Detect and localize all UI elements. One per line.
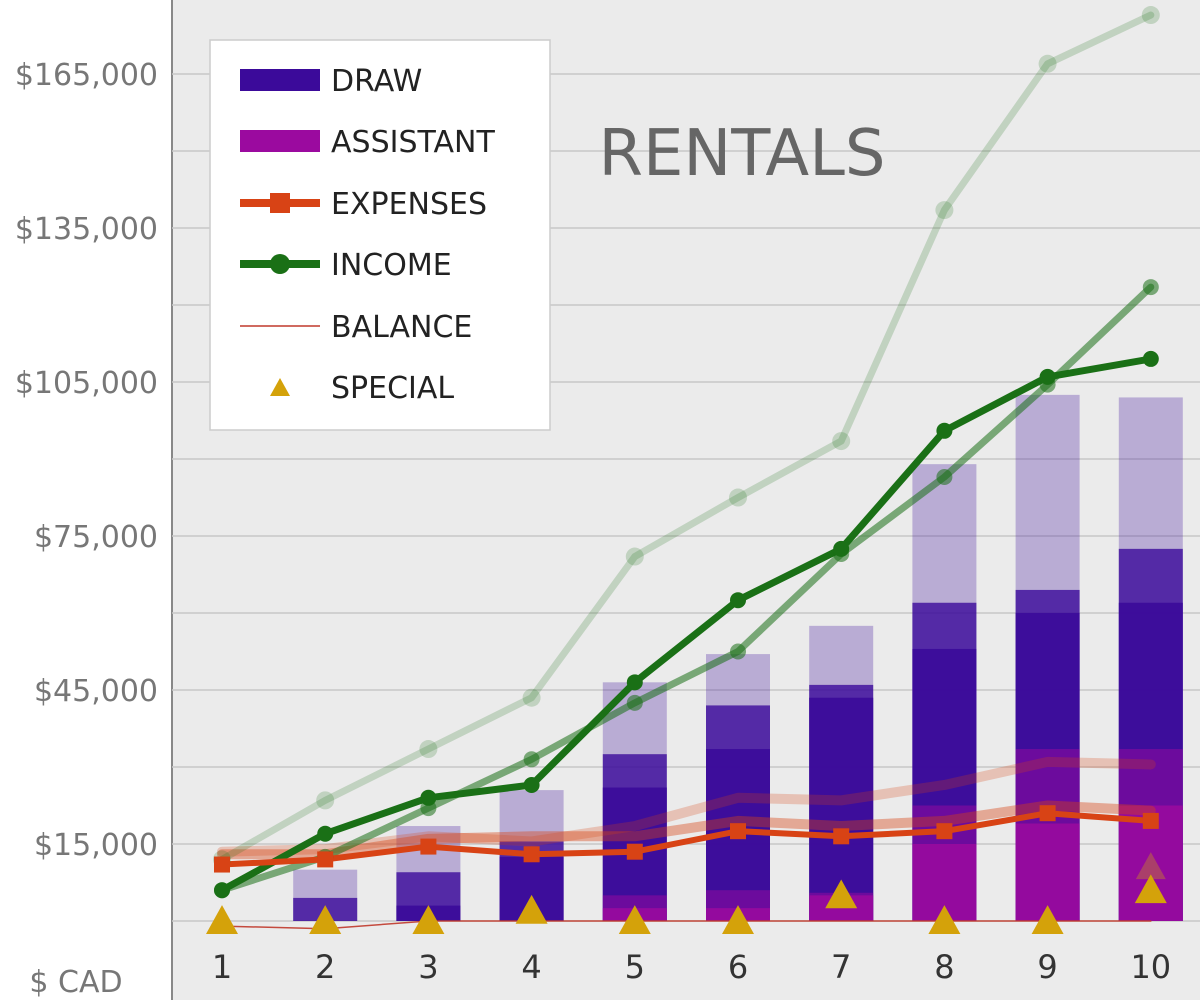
legend-label: ASSISTANT: [331, 125, 495, 160]
income-projection-point: [729, 488, 747, 507]
legend-item: BALANCE: [240, 310, 472, 345]
assistant-bar: [1015, 823, 1080, 921]
series-lines: [217, 11, 1156, 930]
income-point: [523, 776, 540, 793]
income-trend-point: [523, 751, 540, 768]
expenses-point: [1039, 805, 1056, 822]
legend-item: INCOME: [240, 248, 452, 283]
special-point: [1031, 905, 1064, 934]
income-projection-point: [935, 201, 954, 220]
income-line: [218, 355, 1155, 894]
x-tick-label: 7: [831, 948, 851, 986]
y-axis-ticks: $15,000 $45,000 $75,000 $105,000 $135,000 $16…: [15, 58, 158, 863]
special-extra-point: [1135, 852, 1166, 880]
income-projection-point: [832, 432, 851, 451]
series-markers: [206, 6, 1167, 934]
legend-swatch-marker: [270, 378, 290, 396]
special-point: [928, 905, 961, 934]
income-point: [1142, 350, 1159, 367]
special-point: [412, 905, 445, 934]
income-projection-point: [316, 791, 335, 810]
y-tick-label: $15,000: [34, 828, 158, 863]
y-axis-unit-label: $ CAD: [29, 965, 122, 1000]
special-point: [722, 905, 754, 934]
income-projection-line: [218, 11, 1155, 863]
legend-label: EXPENSES: [331, 187, 487, 222]
special-point: [1134, 874, 1167, 904]
legend-swatch: [240, 69, 320, 91]
y-tick-label: $165,000: [15, 58, 158, 93]
x-axis-ticks: 1 2 3 4 5 6 7 8 9 10: [212, 948, 1171, 986]
y-tick-label: $135,000: [15, 212, 158, 247]
income-point: [626, 674, 643, 691]
special-point: [515, 894, 548, 924]
y-tick-label: $105,000: [15, 366, 158, 401]
expenses-projection-line: [217, 756, 1156, 857]
x-tick-label: 9: [1037, 948, 1057, 986]
x-tick-label: 10: [1130, 948, 1171, 986]
income-projection-point: [1141, 6, 1160, 25]
income-point: [420, 789, 437, 806]
legend-item: ASSISTANT: [240, 125, 495, 160]
expenses-point: [214, 856, 230, 873]
special-point: [309, 905, 342, 934]
expenses-point: [523, 846, 540, 863]
legend: DRAW ASSISTANT EXPENSES INCOME BALANCE SPECIA…: [209, 39, 551, 431]
y-tick-label: $75,000: [34, 520, 158, 555]
x-tick-label: 3: [418, 948, 438, 986]
income-point: [1039, 368, 1056, 385]
legend-swatch-marker: [270, 193, 290, 213]
income-point: [730, 592, 746, 609]
expenses-line: [219, 810, 1154, 868]
legend-box: [209, 39, 551, 431]
legend-swatch-marker: [270, 254, 290, 274]
expenses-band-line: [217, 800, 1156, 860]
x-tick-label: 8: [934, 948, 954, 986]
income-point: [936, 422, 953, 439]
expenses-point: [626, 843, 643, 860]
income-point: [833, 540, 850, 557]
y-tick-label: $45,000: [34, 674, 158, 709]
special-point: [825, 879, 858, 909]
legend-label: SPECIAL: [331, 371, 454, 406]
expenses-point: [317, 851, 334, 868]
x-tick-label: 5: [625, 948, 645, 986]
expenses-point: [936, 823, 953, 840]
legend-item: SPECIAL: [270, 371, 454, 406]
bars: [293, 394, 1183, 922]
expenses-point: [833, 828, 850, 845]
special-point: [206, 905, 238, 934]
income-projection-point: [419, 740, 438, 759]
x-tick-label: 4: [521, 948, 541, 986]
balance-line: [221, 920, 1152, 930]
legend-label: DRAW: [331, 64, 422, 99]
income-trend-point: [1142, 279, 1159, 296]
x-tick-label: 6: [728, 948, 748, 986]
special-point: [618, 905, 651, 934]
x-tick-label: 2: [315, 948, 335, 986]
income-trend-line: [218, 283, 1155, 894]
income-trend-point: [936, 468, 953, 485]
expenses-point: [420, 838, 437, 855]
expenses-point: [1142, 812, 1159, 829]
chart-title: RENTALS: [599, 117, 886, 191]
income-point: [317, 825, 334, 842]
legend-swatch: [240, 130, 320, 152]
income-point: [214, 882, 230, 899]
income-projection-point: [1038, 54, 1057, 73]
legend-label: BALANCE: [331, 310, 472, 345]
legend-item: DRAW: [240, 64, 422, 99]
income-trend-point: [730, 643, 746, 660]
income-trend-point: [626, 694, 643, 711]
expenses-point: [730, 823, 746, 840]
income-projection-point: [522, 688, 541, 707]
legend-item: EXPENSES: [240, 187, 487, 222]
x-tick-label: 1: [212, 948, 232, 986]
legend-label: INCOME: [331, 248, 452, 283]
income-projection-point: [625, 547, 644, 566]
